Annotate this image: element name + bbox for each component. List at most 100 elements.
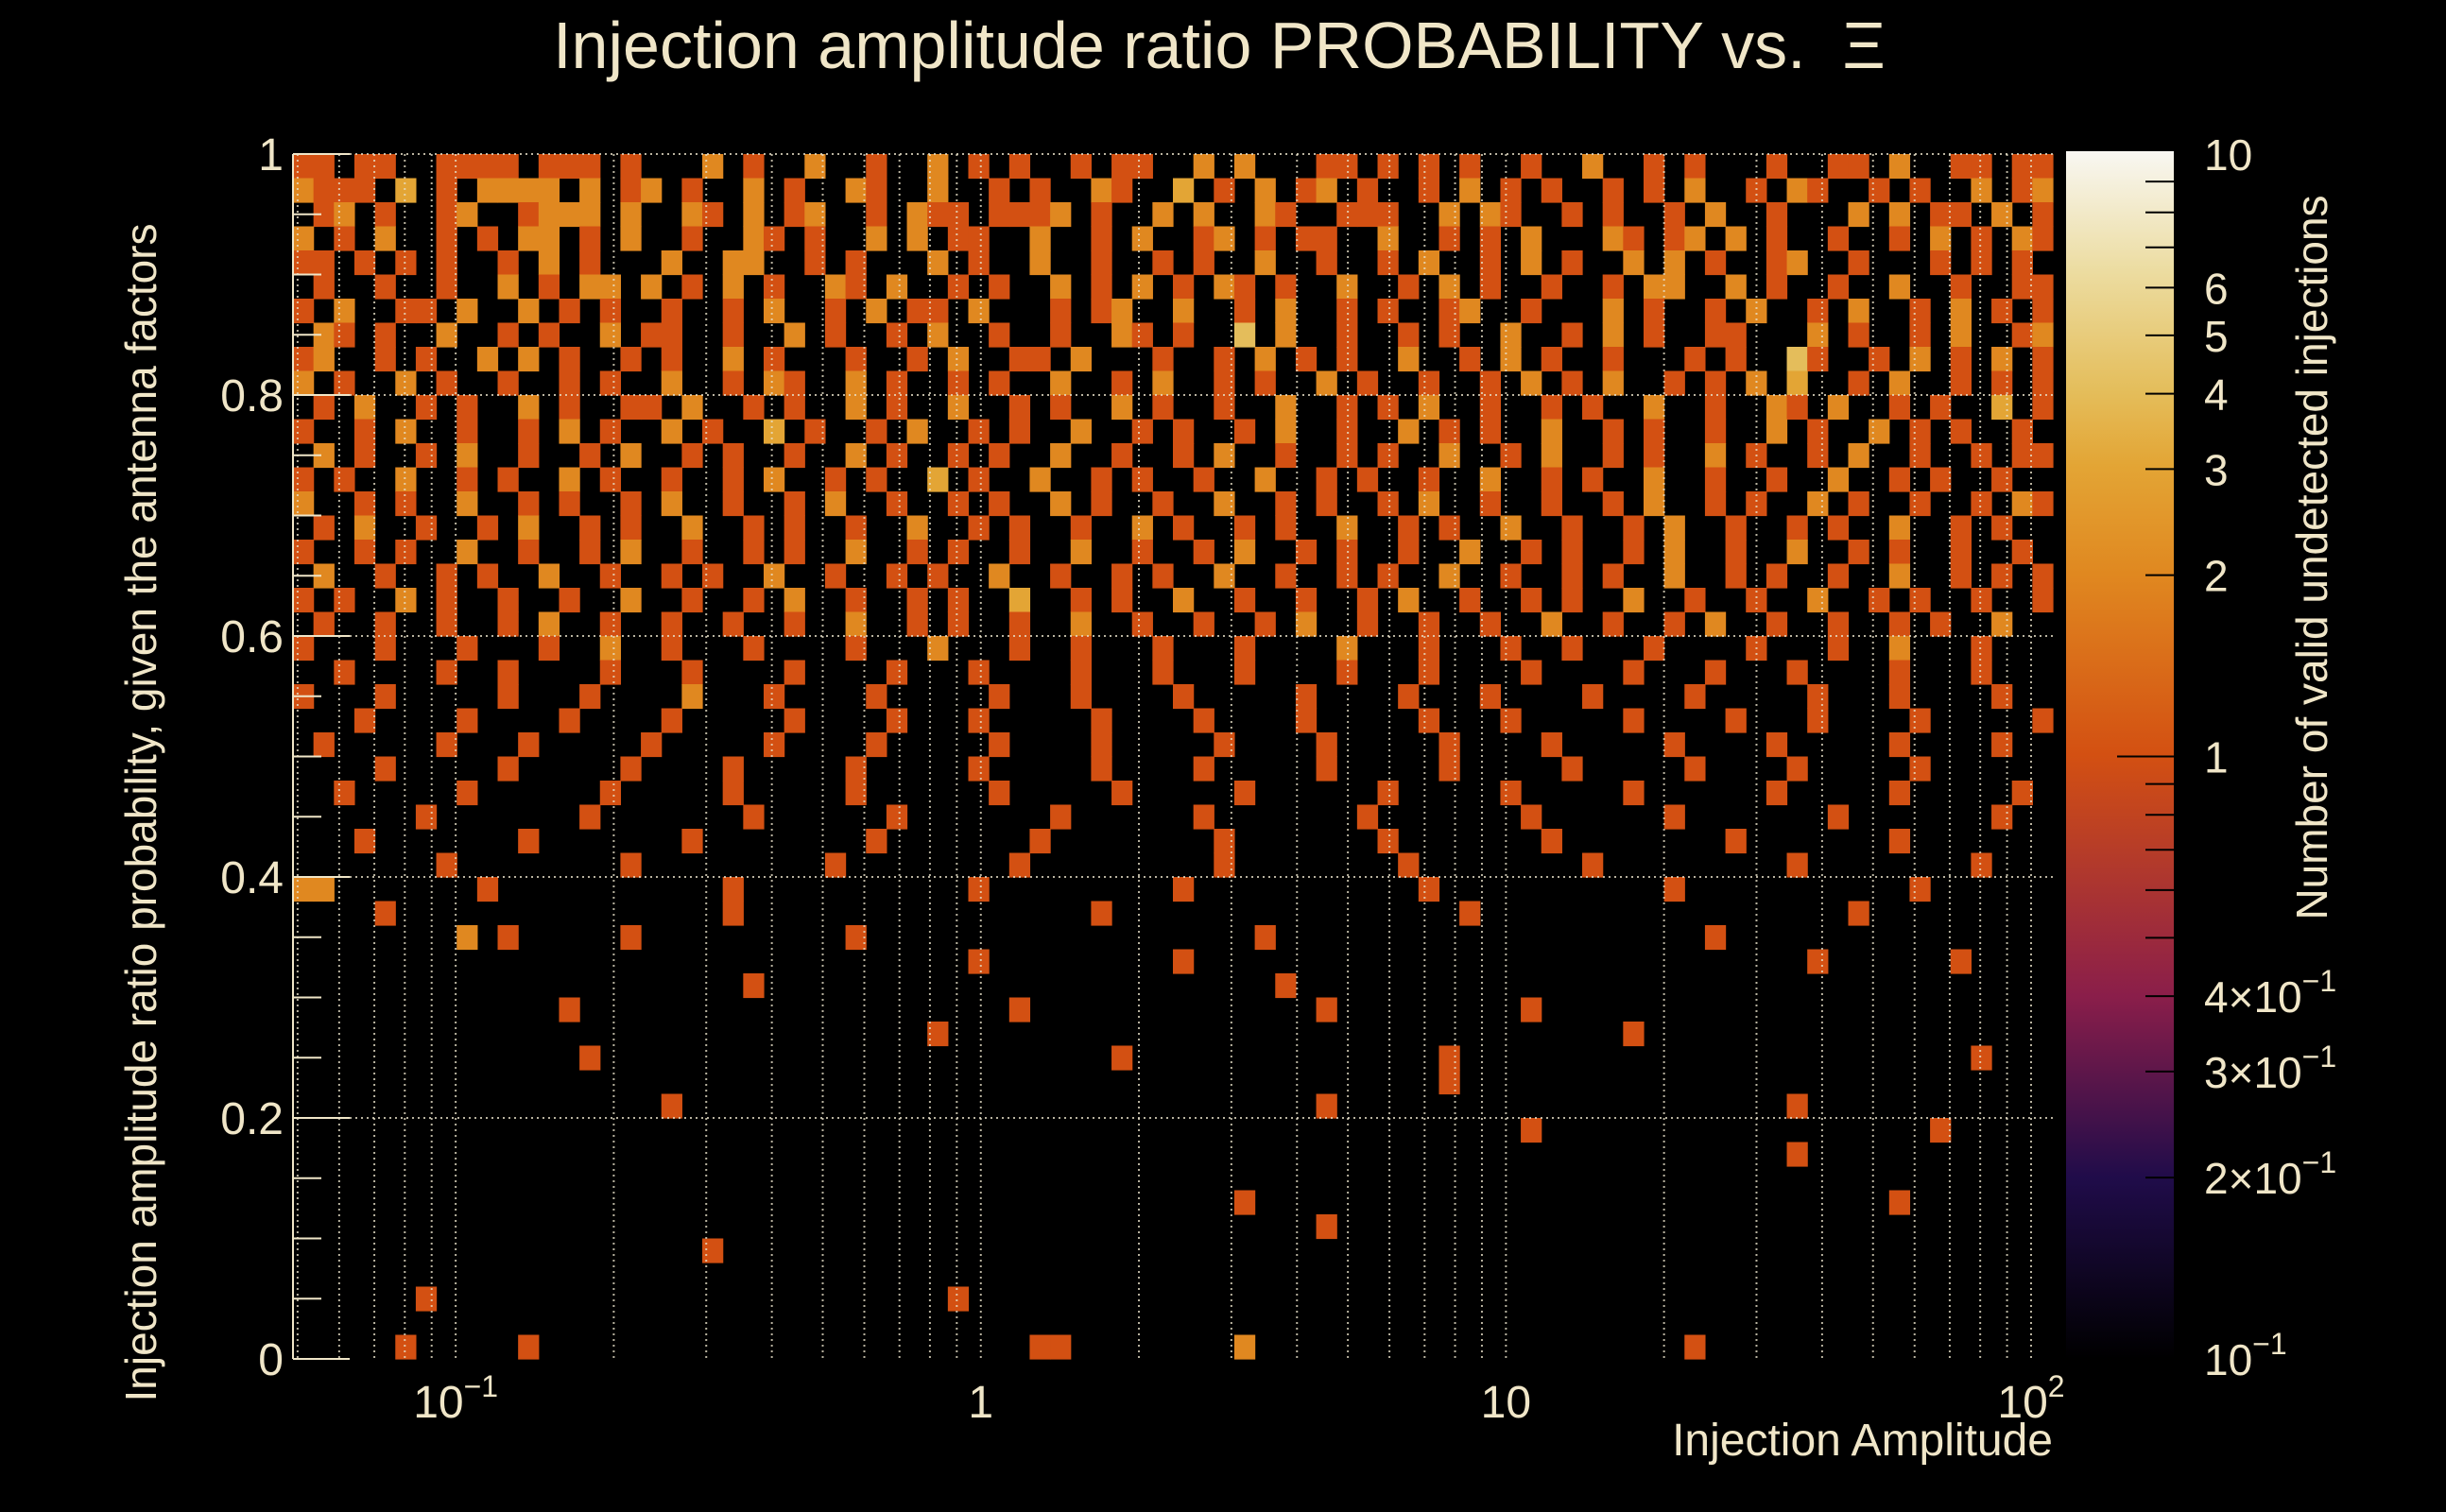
heatmap-cell (1438, 515, 1460, 541)
heatmap-cell (722, 611, 744, 637)
heatmap-cell (1663, 250, 1685, 276)
heatmap-cell (497, 611, 519, 637)
heatmap-cell (538, 202, 560, 228)
heatmap-cell (599, 781, 622, 806)
heatmap-cell (293, 226, 315, 251)
heatmap-cell (1233, 636, 1256, 662)
heatmap-cell (1050, 299, 1072, 324)
heatmap-cell (374, 226, 396, 251)
heatmap-cell (1909, 178, 1931, 203)
heatmap-cell (784, 202, 805, 228)
heatmap-cell (1008, 588, 1031, 613)
heatmap-cell (1561, 370, 1583, 396)
heatmap-cell (1684, 684, 1706, 710)
heatmap-cell (1275, 515, 1297, 541)
heatmap-cell (1418, 877, 1440, 902)
heatmap-cell (968, 299, 990, 324)
heatmap-cell (1950, 202, 1972, 228)
heatmap-cell (1377, 154, 1399, 180)
heatmap-cell (1561, 250, 1583, 276)
heatmap-cell (968, 515, 990, 541)
heatmap-cell (1029, 202, 1051, 228)
heatmap-cell (722, 250, 744, 276)
heatmap-cell (1398, 274, 1420, 300)
heatmap-cell (1152, 347, 1174, 372)
heatmap-cell (824, 299, 847, 324)
heatmap-cell (2032, 322, 2054, 348)
heatmap-cell (947, 491, 970, 517)
heatmap-cell (1111, 322, 1133, 348)
heatmap-cell (559, 467, 580, 492)
heatmap-cell (1459, 901, 1481, 926)
heatmap-cell (1479, 419, 1502, 444)
heatmap-cell (661, 250, 682, 276)
heatmap-cell (845, 781, 867, 806)
heatmap-cell (1214, 563, 1235, 589)
heatmap-cell (1643, 467, 1665, 492)
heatmap-cell (681, 515, 703, 541)
x-tick-label: 1 (968, 1378, 993, 1428)
heatmap-cell (1704, 322, 1727, 348)
heatmap-cell (2032, 443, 2054, 469)
heatmap-cell (1336, 419, 1358, 444)
heatmap-cell (1111, 588, 1133, 613)
heatmap-cell (374, 563, 396, 589)
heatmap-cell (1500, 708, 1522, 733)
heatmap-cell (1275, 202, 1297, 228)
heatmap-cell (1725, 322, 1747, 348)
heatmap-cell (1602, 226, 1624, 251)
heatmap-cell (1152, 202, 1174, 228)
heatmap-cell (1173, 515, 1195, 541)
heatmap-cell (620, 347, 642, 372)
heatmap-cell (1008, 347, 1031, 372)
heatmap-cell (579, 684, 601, 710)
heatmap-cell (456, 154, 478, 180)
heatmap-cell (1479, 202, 1502, 228)
heatmap-cell (1766, 563, 1788, 589)
heatmap-cell (1500, 347, 1522, 372)
heatmap-cell (1971, 250, 1992, 276)
heatmap-cell (538, 226, 560, 251)
heatmap-cell (2032, 588, 2054, 613)
heatmap-cell (1582, 684, 1604, 710)
heatmap-cell (1786, 515, 1808, 541)
heatmap-cell (886, 370, 908, 396)
heatmap-cell (2032, 708, 2054, 733)
heatmap-cell (784, 395, 805, 421)
heatmap-cell (1786, 178, 1808, 203)
heatmap-cell (1950, 515, 1972, 541)
heatmap-cell (989, 370, 1010, 396)
heatmap-cell (1746, 178, 1767, 203)
heatmap-cells (293, 154, 2054, 1360)
heatmap-cell (1725, 347, 1747, 372)
heatmap-cell (497, 660, 519, 685)
heatmap-cell (906, 588, 928, 613)
heatmap-cell (353, 395, 376, 421)
heatmap-cell (1971, 1045, 1992, 1071)
heatmap-cell (866, 419, 887, 444)
y-axis-label: Injection amplitude ratio probability, g… (116, 223, 165, 1401)
heatmap-cell (1316, 997, 1337, 1022)
heatmap-cell (353, 419, 376, 444)
heatmap-cell (1152, 395, 1174, 421)
heatmap-cell (579, 443, 601, 469)
heatmap-cell (1807, 178, 1829, 203)
heatmap-cell (1254, 925, 1276, 951)
heatmap-cell (681, 829, 703, 854)
heatmap-cell (1418, 370, 1440, 396)
heatmap-cell (1561, 322, 1583, 348)
heatmap-cell (1131, 274, 1153, 300)
heatmap-cell (313, 443, 335, 469)
heatmap-cell (1602, 274, 1624, 300)
heatmap-cell (1316, 178, 1337, 203)
heatmap-cell (599, 467, 622, 492)
heatmap-cell (1050, 563, 1072, 589)
heatmap-cell (702, 563, 724, 589)
heatmap-cell (1541, 443, 1562, 469)
heatmap-cell (436, 852, 457, 878)
heatmap-cell (702, 202, 724, 228)
heatmap-cell (1991, 299, 2013, 324)
heatmap-cell (784, 588, 805, 613)
heatmap-cell (293, 467, 315, 492)
heatmap-cell (947, 540, 970, 565)
